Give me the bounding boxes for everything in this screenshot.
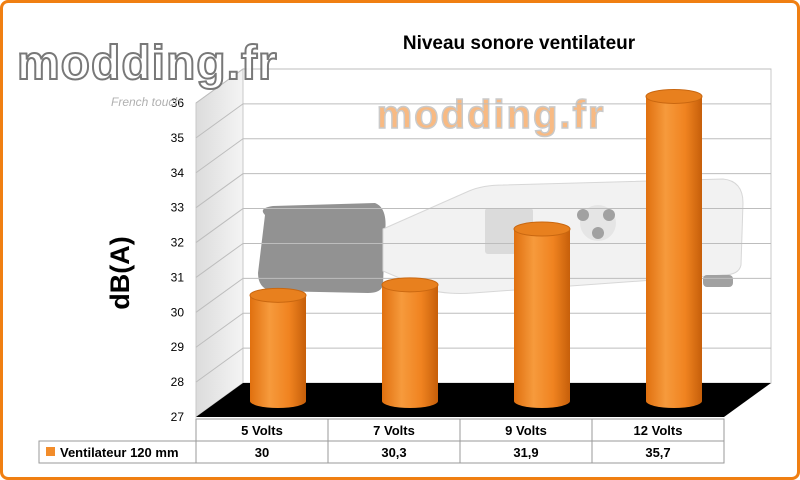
- data-value-label: 30: [255, 445, 269, 460]
- y-tick-label: 32: [171, 236, 185, 250]
- y-axis-ticks: 27 28 29 30 31 32 33 34 35 36: [171, 96, 185, 424]
- bar: [249, 287, 307, 408]
- data-value-label: 31,9: [513, 445, 538, 460]
- gridline: [195, 347, 771, 383]
- x-category-label: 12 Volts: [634, 423, 683, 438]
- bars: [249, 88, 703, 408]
- gridlines: [195, 68, 771, 383]
- bar-body: [646, 96, 702, 408]
- corner-logo: modding.fr: [17, 37, 278, 90]
- bar-top: [249, 287, 307, 303]
- gridline: [195, 68, 771, 104]
- bar: [381, 277, 439, 408]
- y-tick-label: 30: [171, 305, 185, 319]
- bar-body: [382, 284, 438, 408]
- x-category-label: 5 Volts: [241, 423, 283, 438]
- legend-swatch: [46, 447, 55, 456]
- y-tick-label: 29: [171, 340, 185, 354]
- corner-tagline: French touch: [111, 95, 181, 109]
- y-tick-label: 33: [171, 201, 185, 215]
- gridline: [195, 173, 771, 209]
- bar: [513, 221, 571, 408]
- gridline: [195, 208, 771, 243]
- bar: [645, 88, 703, 408]
- gridline: [195, 312, 771, 348]
- legend-series-name: Ventilateur 120 mm: [60, 445, 179, 460]
- y-axis-label: dB(A): [105, 236, 135, 309]
- y-tick-label: 35: [171, 131, 185, 145]
- gridline: [195, 103, 771, 139]
- chart-title: Niveau sonore ventilateur: [403, 33, 636, 54]
- data-value-label: 35,7: [645, 445, 670, 460]
- y-tick-label: 31: [171, 270, 185, 284]
- chart-floor: [196, 383, 771, 417]
- data-value-label: 30,3: [381, 445, 406, 460]
- bar-top: [645, 88, 703, 104]
- bar-body: [514, 229, 570, 408]
- gridline: [195, 138, 771, 174]
- bar-top: [381, 277, 439, 293]
- bar-chart: modding.fr 27 28 29 30 31 32 33 34 35 36 modding.…: [16, 33, 772, 464]
- data-table-cells: 5 Volts 30 7 Volts 30,3 9 Volts 31,9 12 Volts 3…: [241, 423, 682, 460]
- gridline: [195, 242, 771, 278]
- watermark-logo: modding.fr: [377, 93, 606, 137]
- y-tick-label: 27: [171, 410, 185, 424]
- y-tick-label: 36: [171, 96, 185, 110]
- x-category-label: 7 Volts: [373, 423, 415, 438]
- gridline: [195, 277, 771, 313]
- y-tick-label: 34: [171, 166, 185, 180]
- y-tick-label: 28: [171, 375, 185, 389]
- x-category-label: 9 Volts: [505, 423, 547, 438]
- bar-body: [250, 295, 306, 408]
- data-table: Ventilateur 120 mm: [38, 418, 725, 464]
- bar-top: [513, 221, 571, 237]
